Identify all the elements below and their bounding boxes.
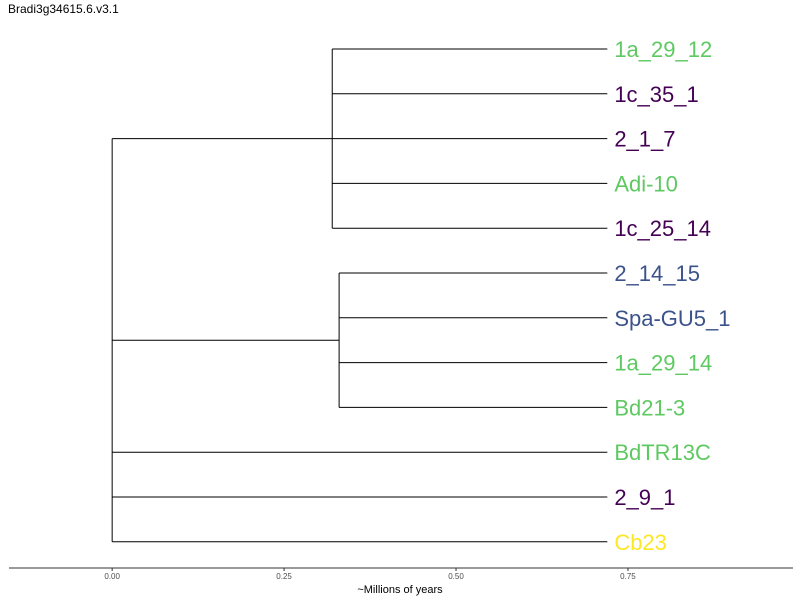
x-axis-title: ~Millions of years [357,584,443,596]
tip-label: Adi-10 [614,171,678,196]
tip-label: 1c_25_14 [614,216,711,241]
tip-labels-group: 1a_29_12 1c_35_1 2_1_7 Adi-10 1c_25_14 2_14_1… [614,37,730,555]
x-tick-label: 0.25 [276,572,292,581]
tip-label: Spa-GU5_1 [614,306,730,331]
chart-title: Bradi3g34615.6.v3.1 [8,2,119,16]
tip-label: Bd21-3 [614,395,685,420]
tip-label: 2_9_1 [614,485,675,510]
tip-label: 2_14_15 [614,261,700,286]
x-tick-label: 0.50 [448,572,464,581]
tip-label: 1a_29_12 [614,37,712,62]
tip-label: 1c_35_1 [614,82,698,107]
x-axis-ticks: 0.00 0.25 0.50 0.75 [104,568,636,581]
branches-group [111,48,608,543]
tip-label: BdTR13C [614,440,711,465]
x-tick-label: 0.75 [620,572,636,581]
x-tick-label: 0.00 [104,572,120,581]
tip-label: 2_1_7 [614,127,675,152]
tip-label: 1a_29_14 [614,351,712,376]
x-axis: 0.00 0.25 0.50 0.75 ~Millions of years [9,567,793,596]
tip-label: Cb23 [614,530,667,555]
